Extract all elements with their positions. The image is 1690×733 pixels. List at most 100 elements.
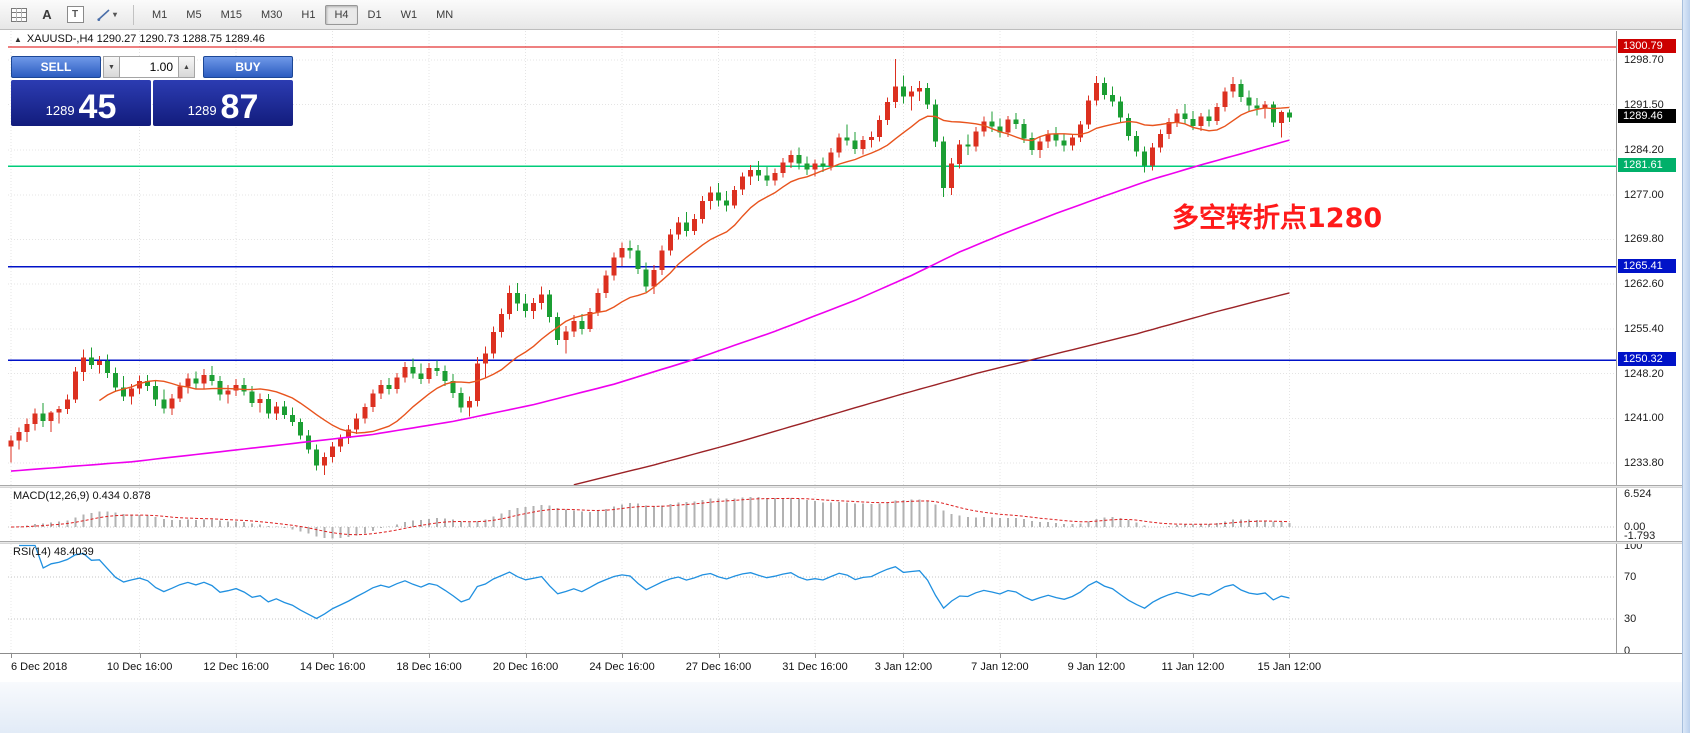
timeframe-button-m30[interactable]: M30 — [260, 8, 283, 21]
chart-annotation: 多空转折点1280 — [1172, 203, 1383, 234]
time-axis-label: 6 Dec 2018 — [11, 661, 68, 673]
macd-histogram — [18, 496, 1291, 539]
time-axis-label: 7 Jan 12:00 — [971, 661, 1029, 673]
timeframe-button-m5[interactable]: M5 — [186, 8, 202, 21]
timeframe-button-mn[interactable]: MN — [436, 8, 454, 21]
macd-scale-label: 0.00 — [1624, 521, 1646, 533]
bid-price-main: 1289 — [45, 103, 75, 118]
price-tick-label: 1291.50 — [1624, 98, 1664, 111]
rsi-line — [19, 544, 1290, 620]
quote-header: ▲ XAUUSD-,H4 1290.27 1290.73 1288.75 128… — [14, 33, 265, 45]
volume-dropdown-button[interactable]: ▼ — [103, 56, 120, 78]
timeframe-button-h1[interactable]: H1 — [301, 8, 316, 21]
time-tick — [1289, 654, 1291, 658]
rsi-label: RSI(14) 48.4039 — [13, 546, 94, 558]
volume-input[interactable] — [120, 56, 178, 78]
buy-price-button[interactable]: 1289 87 — [153, 80, 293, 126]
price-tick-label: 1241.00 — [1624, 412, 1664, 425]
buy-button-label: BUY — [235, 60, 261, 74]
volume-up-button[interactable]: ▲ — [178, 56, 195, 78]
timeframe-button-w1[interactable]: W1 — [400, 8, 418, 21]
shapes-tool-button[interactable]: ▾ — [90, 4, 124, 26]
time-tick — [999, 654, 1001, 658]
trade-panel-prices: 1289 45 1289 87 — [11, 80, 293, 126]
macd-scale-label: -1.793 — [1624, 530, 1656, 543]
price-tick-label: 1248.20 — [1624, 367, 1664, 380]
timeframe-button-m15[interactable]: M15 — [220, 8, 242, 21]
rsi-splitter[interactable] — [0, 541, 1682, 544]
time-axis-label: 3 Jan 12:00 — [874, 661, 933, 673]
last-price-tag: 1289.46 — [1618, 109, 1676, 124]
time-axis-label: 27 Dec 16:00 — [685, 661, 752, 673]
time-axis-label: 14 Dec 16:00 — [299, 661, 366, 673]
rsi-canvas[interactable] — [0, 544, 1690, 653]
rsi-scale-label: 70 — [1624, 571, 1637, 583]
price-tick-label: 1284.20 — [1624, 144, 1664, 157]
price-tick-label: 1262.60 — [1624, 278, 1664, 291]
price-tag: 1281.61 — [1618, 158, 1676, 173]
time-axis-label: 18 Dec 16:00 — [396, 661, 462, 673]
price-tick-label: 1298.70 — [1624, 53, 1664, 66]
buy-button[interactable]: BUY — [203, 56, 293, 78]
time-axis-label: 11 Jan 12:00 — [1161, 661, 1225, 673]
toolbar-separator — [133, 4, 134, 25]
objects-list-icon[interactable] — [6, 4, 32, 26]
macd-signal-line — [10, 497, 1290, 536]
toolbar: A T ▾ M1 M5 M15 M30 H1 H4 D1 W1 MN — [0, 0, 1690, 30]
timeframe-button-h4[interactable]: H4 — [325, 4, 358, 25]
text-tool-button[interactable]: T — [62, 4, 88, 26]
grid — [10, 488, 1290, 541]
price-tag: 1300.79 — [1618, 39, 1676, 54]
price-tick-label: 1255.40 — [1624, 322, 1664, 335]
macd-scale-label: 6.524 — [1624, 487, 1652, 500]
time-axis[interactable]: 6 Dec 2018 10 Dec 16:00 12 Dec 16:00 14 Dec… — [0, 653, 1682, 682]
price-tag: 1265.41 — [1618, 258, 1676, 273]
ask-price-pips: 87 — [220, 88, 259, 127]
time-tick — [903, 654, 905, 658]
macd-label: MACD(12,26,9) 0.434 0.878 — [13, 490, 151, 502]
price-tag: 1250.32 — [1618, 352, 1676, 367]
symbol-ohlc-text: XAUUSD-,H4 1290.27 1290.73 1288.75 1289.… — [26, 33, 265, 45]
caret-up-icon: ▲ — [183, 63, 190, 71]
time-axis-label: 9 Jan 12:00 — [1067, 661, 1126, 673]
time-tick — [11, 654, 12, 658]
time-tick — [236, 654, 238, 658]
time-tick — [622, 654, 624, 658]
window-bottom-chrome — [0, 682, 1682, 733]
price-scale[interactable]: 1298.70 1291.50 1284.20 1277.00 1269.80 1262.… — [1616, 31, 1682, 682]
time-tick — [1192, 654, 1194, 658]
sell-button[interactable]: SELL — [11, 56, 101, 78]
one-click-trading-panel: SELL ▼ ▲ BUY 1289 45 1289 87 — [11, 56, 293, 126]
level-lines — [8, 46, 1616, 362]
time-axis-label: 10 Dec 16:00 — [106, 661, 173, 673]
price-tick-label: 1269.80 — [1624, 233, 1664, 246]
text-t-glyph: T — [66, 6, 84, 23]
trendline-icon — [97, 8, 110, 21]
time-tick — [1096, 654, 1098, 658]
time-axis-label: 24 Dec 16:00 — [589, 661, 655, 673]
trade-panel-controls: SELL ▼ ▲ BUY — [11, 56, 293, 78]
ma-slow-line — [573, 292, 1290, 485]
time-axis-label: 20 Dec 16:00 — [492, 661, 559, 673]
sell-price-button[interactable]: 1289 45 — [11, 80, 151, 126]
bid-price-pips: 45 — [78, 88, 117, 127]
timeframe-toolbar: M1 M5 M15 M30 H1 H4 D1 W1 MN — [143, 4, 462, 25]
ma-fast-line — [99, 106, 1290, 434]
font-label-tool-button[interactable]: A — [34, 4, 60, 26]
sell-button-label: SELL — [40, 60, 72, 74]
time-tick — [139, 654, 141, 658]
macd-splitter[interactable] — [0, 485, 1682, 488]
timeframe-button-d1[interactable]: D1 — [367, 8, 382, 21]
time-tick — [525, 654, 527, 658]
time-axis-label: 15 Jan 12:00 — [1257, 661, 1322, 673]
time-axis-label: 12 Dec 16:00 — [203, 661, 269, 673]
ma-mid-line — [10, 139, 1290, 472]
ask-price-main: 1289 — [187, 103, 217, 118]
window-right-chrome — [1682, 0, 1690, 733]
grid — [10, 544, 1290, 653]
rsi-scale-label: 30 — [1624, 613, 1637, 625]
timeframe-button-m1[interactable]: M1 — [152, 8, 168, 21]
volume-control: ▼ ▲ — [103, 56, 201, 78]
macd-canvas[interactable] — [0, 488, 1690, 541]
